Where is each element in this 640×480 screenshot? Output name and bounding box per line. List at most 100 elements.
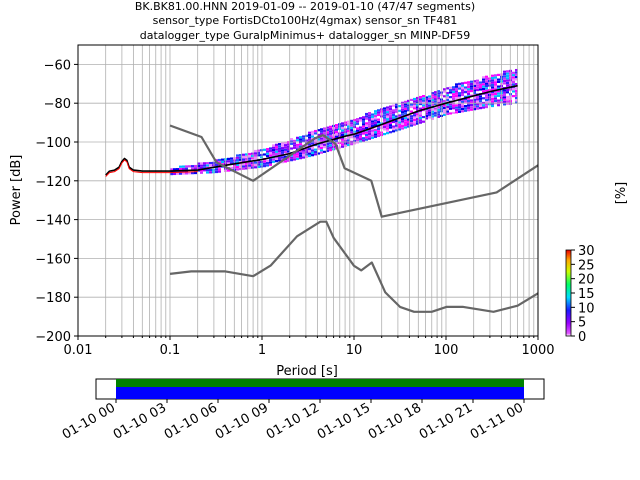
density-cell: [455, 94, 458, 98]
density-cell: [302, 154, 305, 157]
density-cell: [200, 162, 203, 165]
density-cell: [506, 93, 509, 96]
density-cell: [419, 98, 422, 101]
density-cell: [458, 106, 461, 109]
density-cell: [422, 104, 425, 107]
density-cell: [449, 112, 452, 115]
density-cell: [326, 142, 329, 146]
density-cell: [200, 169, 203, 172]
density-cell: [323, 132, 326, 135]
psd-lines: [105, 84, 539, 313]
density-cell: [227, 160, 230, 163]
density-cell: [359, 135, 362, 138]
density-cell: [497, 80, 500, 84]
density-cell: [362, 125, 365, 128]
density-cell: [452, 93, 455, 96]
density-cell: [464, 91, 467, 94]
density-cell: [194, 171, 197, 175]
density-cell: [260, 149, 263, 152]
density-cell: [374, 131, 377, 134]
density-cell: [515, 73, 518, 76]
density-cell: [485, 94, 488, 97]
density-cell: [368, 112, 371, 115]
density-cell: [284, 151, 287, 154]
density-cell: [446, 112, 449, 116]
density-cell: [236, 168, 239, 171]
density-cell: [374, 133, 377, 136]
density-cell: [497, 104, 500, 107]
density-cell: [392, 125, 395, 128]
density-cell: [473, 82, 476, 85]
density-cell: [362, 137, 365, 140]
density-cell: [506, 84, 509, 87]
density-cell: [503, 103, 506, 106]
density-cell: [350, 124, 353, 127]
density-cell: [281, 149, 284, 152]
density-cell: [422, 120, 425, 123]
density-cell: [356, 138, 359, 142]
y-tick-label: −80: [44, 97, 71, 112]
density-cell: [242, 153, 245, 156]
density-cell: [443, 106, 446, 110]
density-cell: [326, 147, 329, 150]
density-cell: [215, 163, 218, 167]
density-cell: [413, 102, 416, 105]
density-cell: [515, 101, 518, 104]
density-cell: [464, 100, 467, 103]
density-cell: [218, 170, 221, 173]
density-cell: [266, 159, 269, 162]
density-cell: [359, 128, 362, 131]
density-cell: [266, 164, 269, 167]
density-cell: [491, 76, 494, 80]
density-cell: [260, 165, 263, 168]
density-cell: [185, 167, 188, 170]
density-cell: [341, 133, 344, 137]
density-cell: [401, 111, 404, 114]
density-cell: [197, 162, 200, 165]
density-cell: [428, 97, 431, 100]
density-cell: [281, 147, 284, 150]
density-cell: [503, 100, 506, 104]
density-cell: [497, 83, 500, 86]
density-cell: [461, 86, 464, 90]
density-cell: [278, 152, 281, 155]
density-cell: [443, 90, 446, 93]
density-cell: [506, 74, 509, 78]
density-cell: [263, 160, 266, 163]
density-cell: [461, 110, 464, 113]
density-cell: [515, 68, 518, 72]
y-tick-label: −160: [35, 252, 71, 267]
colorbar: [565, 249, 572, 337]
title-line-3: datalogger_type GuralpMinimus+ datalogge…: [140, 29, 471, 42]
density-cell: [173, 172, 176, 176]
density-cell: [326, 133, 329, 136]
density-cell: [422, 115, 425, 119]
density-cell: [386, 118, 389, 121]
density-cell: [275, 160, 278, 163]
density-cell: [305, 151, 308, 154]
density-cell: [470, 103, 473, 107]
colorbar-tick-label: 25: [578, 258, 595, 273]
density-cell: [200, 164, 203, 167]
density-cell: [458, 89, 461, 92]
density-cell: [248, 152, 251, 156]
density-cell: [353, 128, 356, 131]
density-cell: [464, 84, 467, 87]
density-cell: [494, 85, 497, 89]
density-cell: [449, 109, 452, 113]
density-cell: [290, 147, 293, 150]
density-cell: [449, 91, 452, 94]
density-cell: [386, 120, 389, 123]
density-cell: [251, 154, 254, 158]
density-cell: [317, 152, 320, 155]
density-cell: [398, 114, 401, 117]
density-cell: [467, 106, 470, 109]
density-cell: [464, 88, 467, 91]
density-cell: [329, 135, 332, 138]
density-cell: [197, 171, 200, 174]
density-cell: [464, 95, 467, 98]
density-cell: [314, 148, 317, 151]
density-cell: [446, 87, 449, 90]
density-cell: [446, 105, 449, 109]
density-cell: [446, 91, 449, 95]
